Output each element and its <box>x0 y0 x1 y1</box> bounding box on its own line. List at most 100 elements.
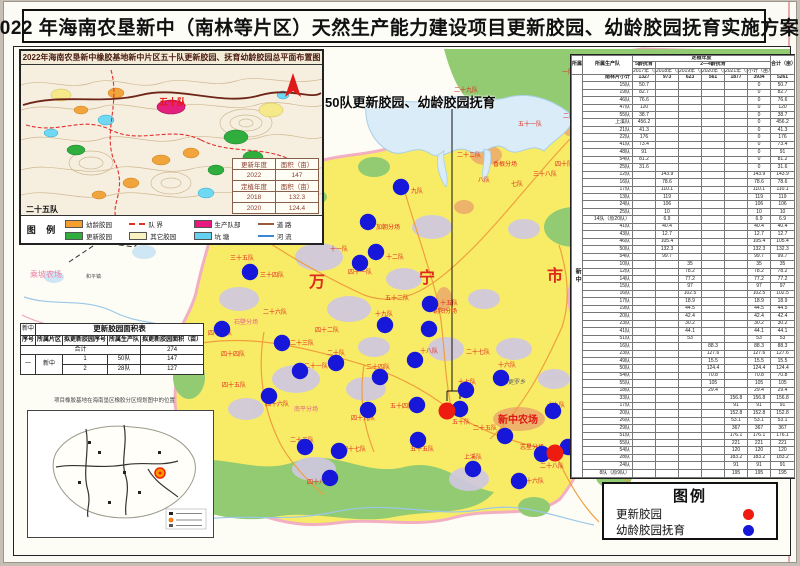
legend-item: 道 路 <box>257 219 322 229</box>
table-row: 15队 50.7 0 50.7 <box>572 81 796 90</box>
legend-swatch-icon <box>129 222 146 225</box>
young-plantation-dot <box>392 178 410 196</box>
young-plantation-dot <box>457 381 475 399</box>
table-row: 更新年度 面积（亩） <box>232 158 319 170</box>
topo-inset-title: 2022年海南农垦新中橡胶基地新中片区五十队更新胶园、抚育幼龄胶园总平面布置图 <box>21 51 322 65</box>
young-plantation-dot <box>273 334 291 352</box>
place-label: 新中农场 <box>498 413 538 426</box>
young-plantation-dot <box>260 387 278 405</box>
place-label: 四十队 <box>555 160 573 168</box>
place-label: 二十四队 <box>366 363 390 371</box>
young-plantation-dot <box>291 362 309 380</box>
place-label: 三十四队 <box>260 271 284 279</box>
table-row: 50队 132.3 132.3 132.3 <box>572 245 796 254</box>
hdr-region: 所属片区 <box>571 55 583 75</box>
place-label: 十九队 <box>375 310 393 318</box>
table-row: 47队 120 0 120 <box>572 103 796 113</box>
table-row: 54队 70.8 70.8 70.8 <box>572 371 796 381</box>
young-plantation-dot <box>241 263 259 281</box>
callout-50dui: 50队更新胶园、幼龄胶园抚育 <box>325 95 496 110</box>
hdr-2018: 2018年（亩） <box>655 67 679 75</box>
table-row: 13队 119 119 119 <box>572 192 796 202</box>
place-label: 五十四队 <box>390 402 414 410</box>
table-row: 54队 99.7 99.7 99.7 <box>572 252 796 262</box>
inset-mini-legend <box>165 508 207 530</box>
table-row: 15队 97 97 97 <box>572 282 796 291</box>
place-label: 四十一队 <box>348 268 372 276</box>
place-label: 十五队 <box>440 299 458 307</box>
young-plantation-dot <box>359 401 377 419</box>
location-inset-caption: 项目橡胶基地在海南垦区橡胶分区规划图中的位置 <box>54 398 176 404</box>
place-label: 三更罗乡 <box>502 379 526 386</box>
place-label: 二十三队 <box>290 339 314 347</box>
legend-swatch-icon <box>193 231 212 240</box>
table-row: 12队 143.9 143.9 143.9 <box>572 170 796 180</box>
legend-item: 生产队部 <box>193 219 258 229</box>
legend-item: 坑 塘 <box>193 231 258 241</box>
table-row: 49队 15.5 15.5 15.5 <box>572 356 796 366</box>
topo-legend-items: 幼龄胶园 队 界 生产队部 道 路更新胶园 其它胶园 坑 塘 河 流 <box>65 218 322 242</box>
reservoir <box>365 94 575 188</box>
young-plantation-dot <box>330 442 348 460</box>
place-label: 五十队 <box>452 418 470 426</box>
place-label: 四十五队 <box>222 381 246 389</box>
table-row: 20队 42.4 42.4 42.4 <box>572 312 796 321</box>
legend-label-renew: 更新胶园 <box>616 509 662 521</box>
young-plantation-dot <box>371 368 389 386</box>
young-plantation-dot <box>327 354 345 372</box>
legend-item: 其它胶园 <box>129 231 193 241</box>
place-label: 四十八队 <box>307 478 331 486</box>
map-legend: 图例 更新胶园 幼龄胶园抚育 <box>602 482 778 540</box>
table-row: 新中 南林片小计 1327 973 623 561 1877 3934 5261 <box>571 73 796 479</box>
place-label: 五十五队 <box>410 445 434 453</box>
table-row: 41队 73.4 0 73.4 <box>572 140 796 150</box>
place-label: 和平镇 <box>86 273 101 280</box>
table-row: 17队 18.9 18.9 18.9 <box>572 297 796 306</box>
renew-plantation-dot <box>546 444 564 462</box>
legend-item-renew: 更新胶园 <box>604 506 776 522</box>
hdr-age24: 2—4龄抚育 <box>654 61 772 69</box>
place-label: 十八队 <box>420 347 438 355</box>
young-plantation-dot <box>408 396 426 414</box>
table-row: 2022 147 <box>232 169 319 181</box>
legend-swatch-icon <box>65 219 83 228</box>
legend-item-label: 坑 塘 <box>214 233 230 241</box>
young-plantation-dot <box>492 369 510 387</box>
table-row: 29队 367 367 367 <box>572 424 796 433</box>
hdr-total: 合计（亩） <box>770 55 796 75</box>
place-label: 二十一队 <box>304 362 328 370</box>
table-row: 16队 78.6 78.6 78.6 <box>572 178 796 187</box>
renewal-area-table: 新中 更新胶园面积表 序号 所属片区 拟更新胶园序号 所属生产队 拟更新胶园面积… <box>19 323 205 376</box>
river <box>173 506 595 526</box>
legend-item-young: 幼龄胶园抚育 <box>604 522 776 538</box>
table-row: 12队 78.2 78.2 78.2 <box>572 267 796 277</box>
young-plantation-dot <box>321 469 339 487</box>
table-row: 2 28队 127 <box>21 364 205 376</box>
table-row: 2020 124.4 <box>232 202 319 214</box>
table-row: 19队 44.5 44.5 44.5 <box>572 304 796 314</box>
place-label: 二十队 <box>327 349 345 357</box>
hdr-year-group: 定植年度 <box>631 54 772 63</box>
table-row: 18队 29.4 29.4 29.4 <box>572 386 796 396</box>
team-boundary-lines <box>25 69 292 217</box>
place-label: 二十五队 <box>473 424 497 432</box>
table-row: 46队 105.4 105.4 105.4 <box>572 237 796 247</box>
place-label: 四十二队 <box>315 326 339 334</box>
region-cell: 新中 <box>571 73 583 479</box>
legend-swatch-icon <box>129 231 148 240</box>
table-row: 41队 40.4 40.4 40.4 <box>572 222 796 232</box>
farm-markers <box>78 441 161 504</box>
col-team: 所属生产队 <box>107 334 142 346</box>
table-row: 上溪队 456.2 0 456.2 <box>572 118 796 127</box>
callout-leader-line <box>446 109 461 401</box>
table-row: 17队 110.1 110.1 110.1 <box>572 185 796 195</box>
legend-item-label: 队 界 <box>148 221 164 229</box>
hainan-location-inset <box>27 410 214 538</box>
table-row: 26队 53.1 53.1 53.1 <box>572 416 796 426</box>
table-row: 54队 120 120 120 <box>572 446 796 455</box>
hdr-2019: 2019年（亩） <box>678 67 702 75</box>
legend-item-label: 生产队部 <box>214 221 241 229</box>
place-label: 二十七队 <box>466 348 490 356</box>
place-label: 市 <box>547 266 563 285</box>
